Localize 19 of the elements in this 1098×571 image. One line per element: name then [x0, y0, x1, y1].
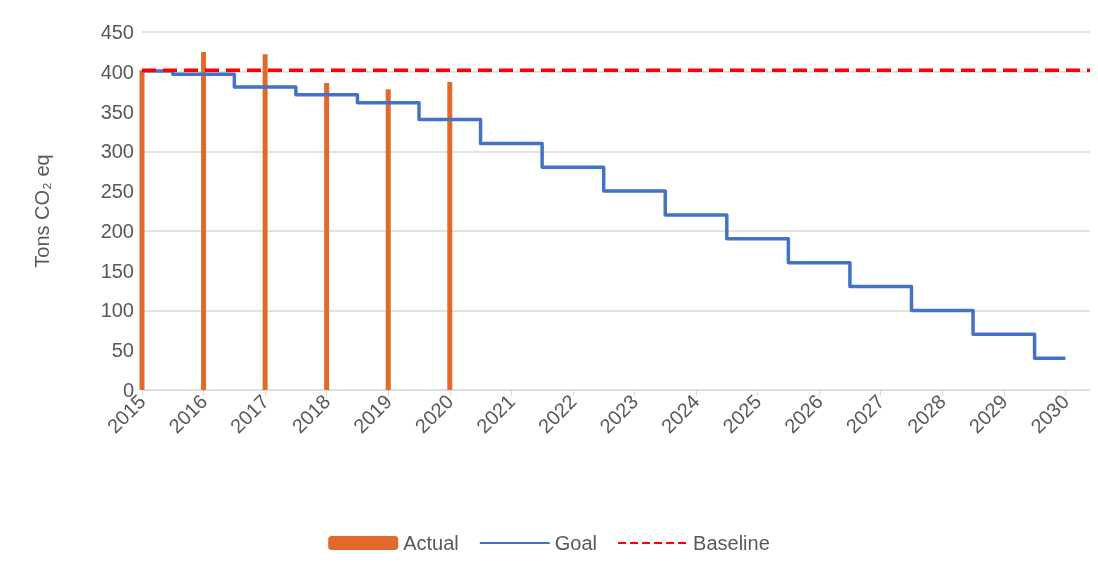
- y-tick-label: 400: [100, 60, 134, 83]
- y-tick-label: 450: [100, 21, 134, 43]
- bar: [447, 82, 453, 390]
- y-axis-title: Tons CO₂ eq: [31, 154, 53, 268]
- y-tick-label: 200: [100, 219, 134, 242]
- y-tick-label: 350: [100, 100, 134, 123]
- bar: [262, 54, 268, 390]
- y-tick-label: 150: [100, 259, 134, 282]
- y-tick-label: 100: [100, 299, 134, 322]
- y-tick-label: 300: [100, 140, 134, 163]
- bar: [385, 89, 391, 390]
- bar: [139, 70, 145, 390]
- bar: [324, 82, 330, 390]
- legend-label: Actual: [403, 532, 459, 554]
- legend-label: Goal: [554, 532, 598, 554]
- y-tick-label: 50: [111, 339, 134, 362]
- y-tick-label: 250: [100, 180, 134, 203]
- bar: [201, 51, 207, 390]
- legend-label: Baseline: [693, 532, 770, 554]
